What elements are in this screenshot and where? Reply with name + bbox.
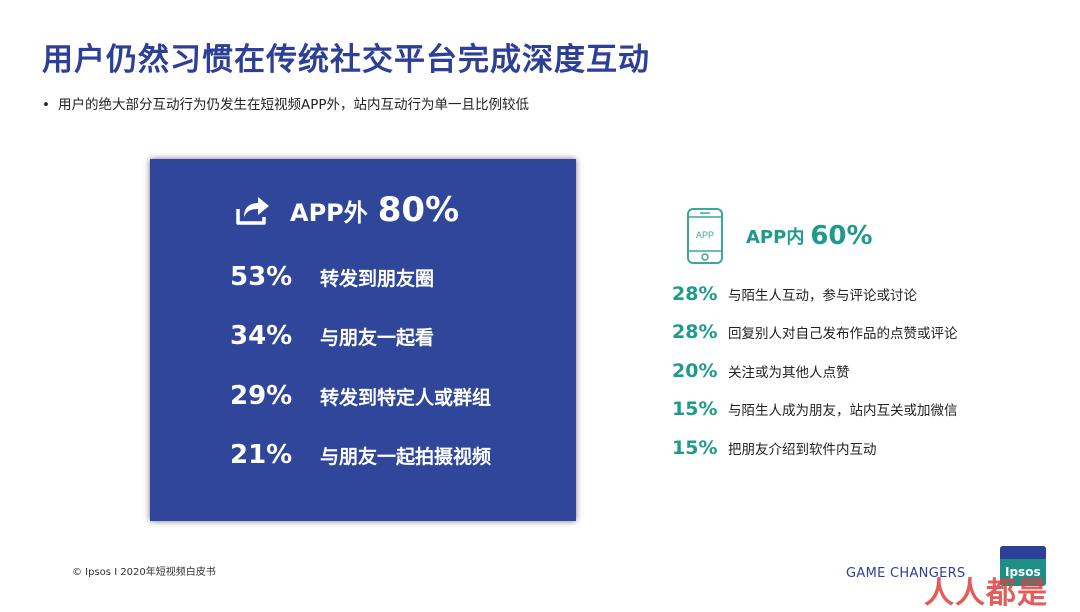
inside-item-percent: 28% [672,321,718,343]
outside-item-percent: 34% [230,321,293,351]
outside-app-panel: APP外 80% 53% 转发到朋友圈 34% 与朋友一起看 29% 转发到特定… [150,159,576,521]
inside-app-header: APP APP内 60% [686,207,873,265]
inside-item-label: 把朋友介绍到软件内互动 [728,442,877,458]
outside-item-label: 与朋友一起看 [320,326,435,349]
logo-text: Ipsos [1005,565,1041,579]
inside-item: 28% 与陌生人互动，参与评论或讨论 [672,281,917,307]
phone-app-icon: APP [687,208,723,264]
inside-item: 28% 回复别人对自己发布作品的点赞或评论 [672,319,958,345]
subtitle-text: 用户的绝大部分互动行为仍发生在短视频APP外，站内互动行为单一且比例较低 [57,97,529,113]
inside-item: 15% 把朋友介绍到软件内互动 [672,435,877,461]
inside-item-percent: 28% [672,283,718,305]
inside-item-label: 回复别人对自己发布作品的点赞或评论 [728,326,958,342]
outside-item: 53% 转发到朋友圈 [230,257,434,297]
ipsos-logo: Ipsos [1000,546,1046,586]
inside-item-label: 与陌生人互动，参与评论或讨论 [728,288,917,304]
inside-app-percent: 60% [810,221,873,251]
page-title: 用户仍然习惯在传统社交平台完成深度互动 [42,42,650,78]
outside-item-label: 转发到朋友圈 [320,267,435,290]
inside-item-percent: 20% [672,360,718,382]
series-name: GAME CHANGERS [846,566,966,581]
inside-item-label: 关注或为其他人点赞 [728,365,850,381]
outside-item: 21% 与朋友一起拍摄视频 [230,435,491,475]
outside-app-label: APP外 [290,198,368,227]
inside-item: 15% 与陌生人成为朋友，站内互关或加微信 [672,396,958,422]
page-subtitle: • 用户的绝大部分互动行为仍发生在短视频APP外，站内互动行为单一且比例较低 [42,93,529,113]
inside-item: 20% 关注或为其他人点赞 [672,358,850,384]
outside-app-percent: 80% [377,190,460,230]
outside-item: 34% 与朋友一起看 [230,316,434,356]
outside-item: 29% 转发到特定人或群组 [230,376,491,416]
watermark: 人人都是 [924,576,1048,611]
outside-item-label: 与朋友一起拍摄视频 [320,445,492,468]
copyright-text: © Ipsos I 2020年短视频白皮书 [72,567,216,578]
outside-item-percent: 21% [230,440,293,470]
inside-app-label: APP内 [746,227,805,248]
outside-item-percent: 29% [230,381,293,411]
outside-item-percent: 53% [230,262,293,292]
inside-item-percent: 15% [672,398,718,420]
inside-item-percent: 15% [672,437,718,459]
bullet: • [42,97,50,113]
outside-app-header: APP外 80% [234,187,459,233]
phone-icon-text: APP [696,230,714,240]
share-icon [236,197,269,225]
outside-item-label: 转发到特定人或群组 [320,386,492,409]
inside-item-label: 与陌生人成为朋友，站内互关或加微信 [728,403,958,419]
logo-bar [1000,546,1046,559]
